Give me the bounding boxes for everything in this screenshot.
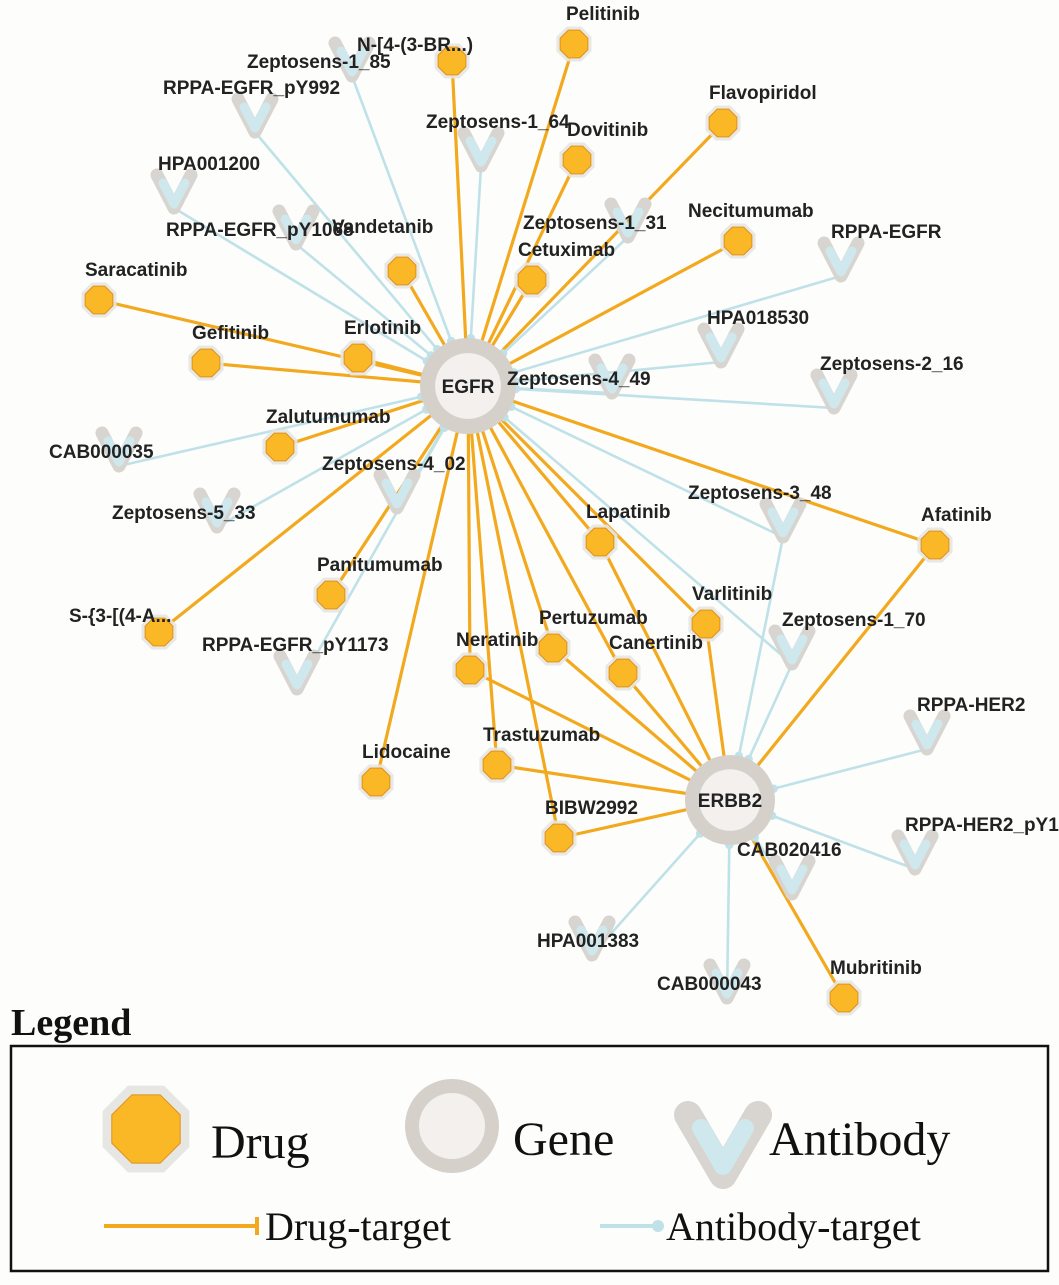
svg-text:ERBB2: ERBB2 xyxy=(698,791,762,812)
svg-text:Zeptosens-4_49: Zeptosens-4_49 xyxy=(507,369,651,390)
svg-text:HPA001200: HPA001200 xyxy=(158,154,260,175)
svg-text:RPPA-HER2_pY1248: RPPA-HER2_pY1248 xyxy=(905,815,1059,836)
svg-text:Afatinib: Afatinib xyxy=(921,505,992,526)
svg-text:Zeptosens-5_33: Zeptosens-5_33 xyxy=(112,503,256,524)
svg-text:Gefitinib: Gefitinib xyxy=(192,323,269,344)
svg-text:RPPA-EGFR: RPPA-EGFR xyxy=(831,222,942,243)
svg-text:Necitumumab: Necitumumab xyxy=(688,201,814,222)
svg-text:Zeptosens-3_48: Zeptosens-3_48 xyxy=(688,483,832,504)
svg-text:Zalutumumab: Zalutumumab xyxy=(266,407,391,428)
svg-text:Erlotinib: Erlotinib xyxy=(344,318,421,339)
svg-text:Zeptosens-1_70: Zeptosens-1_70 xyxy=(782,610,926,631)
svg-text:EGFR: EGFR xyxy=(442,377,495,398)
svg-text:Drug: Drug xyxy=(211,1116,310,1169)
svg-text:RPPA-EGFR_pY1173: RPPA-EGFR_pY1173 xyxy=(202,635,389,656)
svg-text:Mubritinib: Mubritinib xyxy=(830,958,922,979)
svg-text:Saracatinib: Saracatinib xyxy=(85,260,187,281)
svg-text:Lapatinib: Lapatinib xyxy=(586,502,670,523)
svg-text:Neratinib: Neratinib xyxy=(456,630,538,651)
svg-text:CAB020416: CAB020416 xyxy=(737,840,842,861)
svg-text:HPA018530: HPA018530 xyxy=(707,308,809,329)
svg-text:Pertuzumab: Pertuzumab xyxy=(539,608,648,629)
svg-text:Drug-target: Drug-target xyxy=(265,1204,451,1249)
svg-text:CAB000035: CAB000035 xyxy=(49,442,154,463)
svg-text:S-{3-[(4-A...: S-{3-[(4-A... xyxy=(69,606,171,627)
svg-text:Trastuzumab: Trastuzumab xyxy=(483,725,600,746)
svg-text:RPPA-EGFR_pY992: RPPA-EGFR_pY992 xyxy=(163,78,340,99)
svg-text:Zeptosens-2_16: Zeptosens-2_16 xyxy=(820,354,964,375)
svg-text:RPPA-EGFR_pY1068: RPPA-EGFR_pY1068 xyxy=(166,220,354,241)
svg-text:Zeptosens-1_85: Zeptosens-1_85 xyxy=(247,52,391,73)
svg-text:Pelitinib: Pelitinib xyxy=(566,4,640,25)
svg-text:Lidocaine: Lidocaine xyxy=(362,742,451,763)
svg-text:Legend: Legend xyxy=(11,1002,131,1044)
svg-text:RPPA-HER2: RPPA-HER2 xyxy=(917,695,1025,716)
svg-text:CAB000043: CAB000043 xyxy=(657,974,762,995)
svg-text:Zeptosens-1_64: Zeptosens-1_64 xyxy=(426,112,570,133)
svg-text:Panitumumab: Panitumumab xyxy=(317,555,443,576)
svg-text:HPA001383: HPA001383 xyxy=(537,931,639,952)
svg-text:Dovitinib: Dovitinib xyxy=(567,120,648,141)
svg-text:Antibody-target: Antibody-target xyxy=(666,1204,921,1249)
svg-text:Zeptosens-4_02: Zeptosens-4_02 xyxy=(322,454,466,475)
svg-text:Flavopiridol: Flavopiridol xyxy=(709,83,817,104)
svg-text:Canertinib: Canertinib xyxy=(609,633,703,654)
svg-text:BIBW2992: BIBW2992 xyxy=(545,798,638,819)
svg-text:Cetuximab: Cetuximab xyxy=(518,240,615,261)
svg-text:Varlitinib: Varlitinib xyxy=(692,584,772,605)
svg-text:Gene: Gene xyxy=(513,1113,614,1166)
svg-text:Antibody: Antibody xyxy=(769,1113,950,1166)
svg-text:Zeptosens-1_31: Zeptosens-1_31 xyxy=(523,213,667,234)
